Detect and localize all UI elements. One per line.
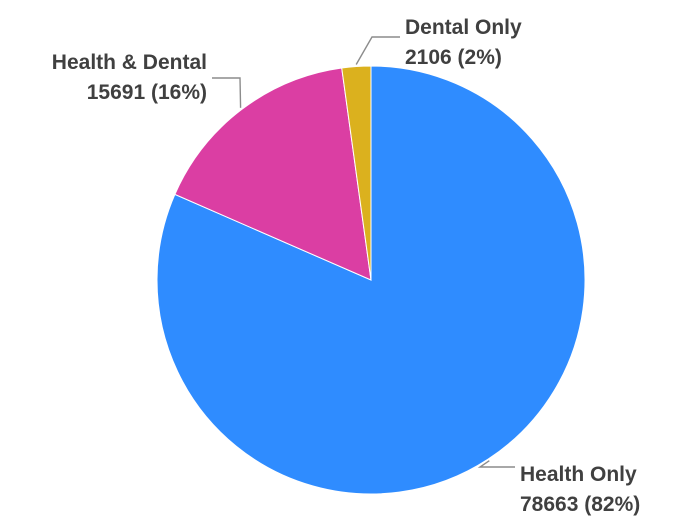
slice-label-dental-only-value: 2106 (2%): [405, 46, 502, 69]
leader-lines: [212, 36, 515, 468]
leader-line-dental-only: [355, 36, 400, 65]
pie-slices: [156, 65, 586, 495]
leader-line-health-only: [477, 460, 515, 468]
leader-line-health-dental: [212, 77, 242, 108]
slice-label-health-only-value: 78663 (82%): [520, 493, 640, 516]
slice-label-health-dental-name: Health & Dental: [52, 51, 207, 74]
pie-slice-dental-only: [341, 65, 372, 281]
slice-label-health-only-name: Health Only: [520, 463, 637, 486]
slice-label-health-dental-value: 15691 (16%): [87, 81, 207, 104]
pie-slice-health-dental: [174, 67, 372, 281]
slice-label-dental-only-name: Dental Only: [405, 16, 522, 39]
